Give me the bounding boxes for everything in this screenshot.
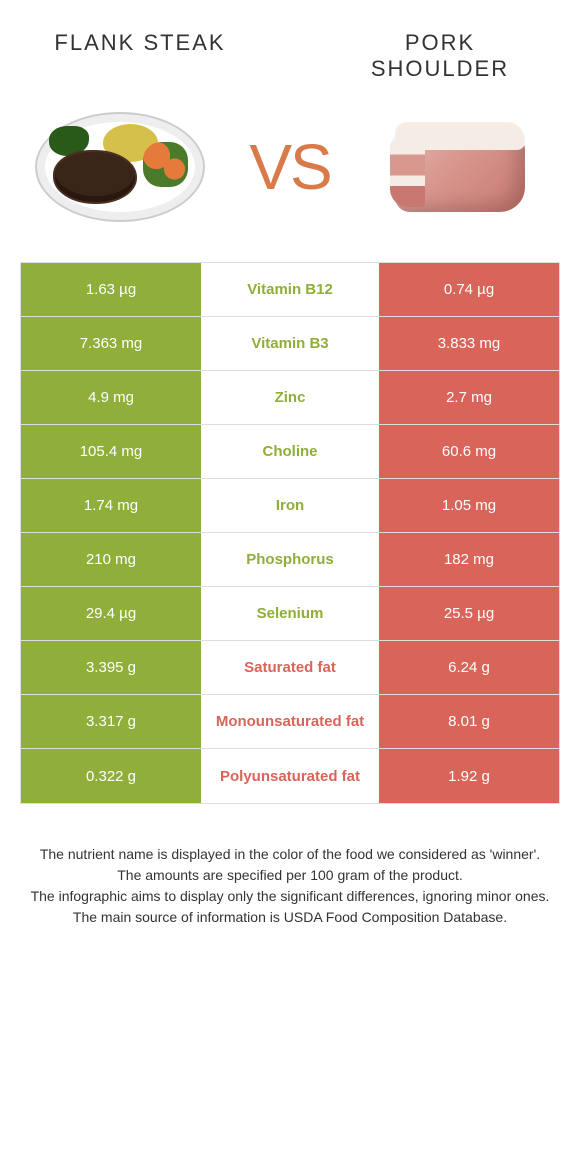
value-right: 8.01 g xyxy=(379,695,559,748)
value-right: 0.74 µg xyxy=(379,263,559,316)
value-left: 3.395 g xyxy=(21,641,201,694)
nutrient-label: Polyunsaturated fat xyxy=(201,749,379,803)
nutrient-label: Choline xyxy=(201,425,379,478)
image-row: VS xyxy=(0,92,580,262)
table-row: 1.63 µgVitamin B120.74 µg xyxy=(21,263,559,317)
footer-notes: The nutrient name is displayed in the co… xyxy=(0,804,580,928)
value-right: 182 mg xyxy=(379,533,559,586)
value-left: 105.4 mg xyxy=(21,425,201,478)
food-left-image xyxy=(30,102,210,232)
value-left: 29.4 µg xyxy=(21,587,201,640)
value-left: 1.63 µg xyxy=(21,263,201,316)
table-row: 7.363 mgVitamin B33.833 mg xyxy=(21,317,559,371)
value-left: 7.363 mg xyxy=(21,317,201,370)
footer-line: The main source of information is USDA F… xyxy=(30,907,550,928)
nutrient-label: Phosphorus xyxy=(201,533,379,586)
nutrient-label: Saturated fat xyxy=(201,641,379,694)
nutrient-label: Iron xyxy=(201,479,379,532)
table-row: 210 mgPhosphorus182 mg xyxy=(21,533,559,587)
value-right: 3.833 mg xyxy=(379,317,559,370)
food-left-title: FLANK STEAK xyxy=(40,30,240,82)
vs-label: VS xyxy=(249,130,330,204)
comparison-table: 1.63 µgVitamin B120.74 µg7.363 mgVitamin… xyxy=(20,262,560,804)
food-right-image xyxy=(370,102,550,232)
value-left: 0.322 g xyxy=(21,749,201,803)
value-right: 2.7 mg xyxy=(379,371,559,424)
table-row: 4.9 mgZinc2.7 mg xyxy=(21,371,559,425)
nutrient-label: Vitamin B12 xyxy=(201,263,379,316)
table-row: 1.74 mgIron1.05 mg xyxy=(21,479,559,533)
table-row: 0.322 gPolyunsaturated fat1.92 g xyxy=(21,749,559,803)
footer-line: The nutrient name is displayed in the co… xyxy=(30,844,550,865)
nutrient-label: Monounsaturated fat xyxy=(201,695,379,748)
table-row: 29.4 µgSelenium25.5 µg xyxy=(21,587,559,641)
table-row: 105.4 mgCholine60.6 mg xyxy=(21,425,559,479)
value-left: 3.317 g xyxy=(21,695,201,748)
value-left: 4.9 mg xyxy=(21,371,201,424)
nutrient-label: Zinc xyxy=(201,371,379,424)
header: FLANK STEAK PORK SHOULDER xyxy=(0,0,580,92)
footer-line: The amounts are specified per 100 gram o… xyxy=(30,865,550,886)
footer-line: The infographic aims to display only the… xyxy=(30,886,550,907)
table-row: 3.317 gMonounsaturated fat8.01 g xyxy=(21,695,559,749)
value-right: 6.24 g xyxy=(379,641,559,694)
value-right: 60.6 mg xyxy=(379,425,559,478)
value-right: 1.92 g xyxy=(379,749,559,803)
nutrient-label: Selenium xyxy=(201,587,379,640)
value-left: 1.74 mg xyxy=(21,479,201,532)
nutrient-label: Vitamin B3 xyxy=(201,317,379,370)
value-right: 25.5 µg xyxy=(379,587,559,640)
table-row: 3.395 gSaturated fat6.24 g xyxy=(21,641,559,695)
value-left: 210 mg xyxy=(21,533,201,586)
value-right: 1.05 mg xyxy=(379,479,559,532)
food-right-title: PORK SHOULDER xyxy=(340,30,540,82)
